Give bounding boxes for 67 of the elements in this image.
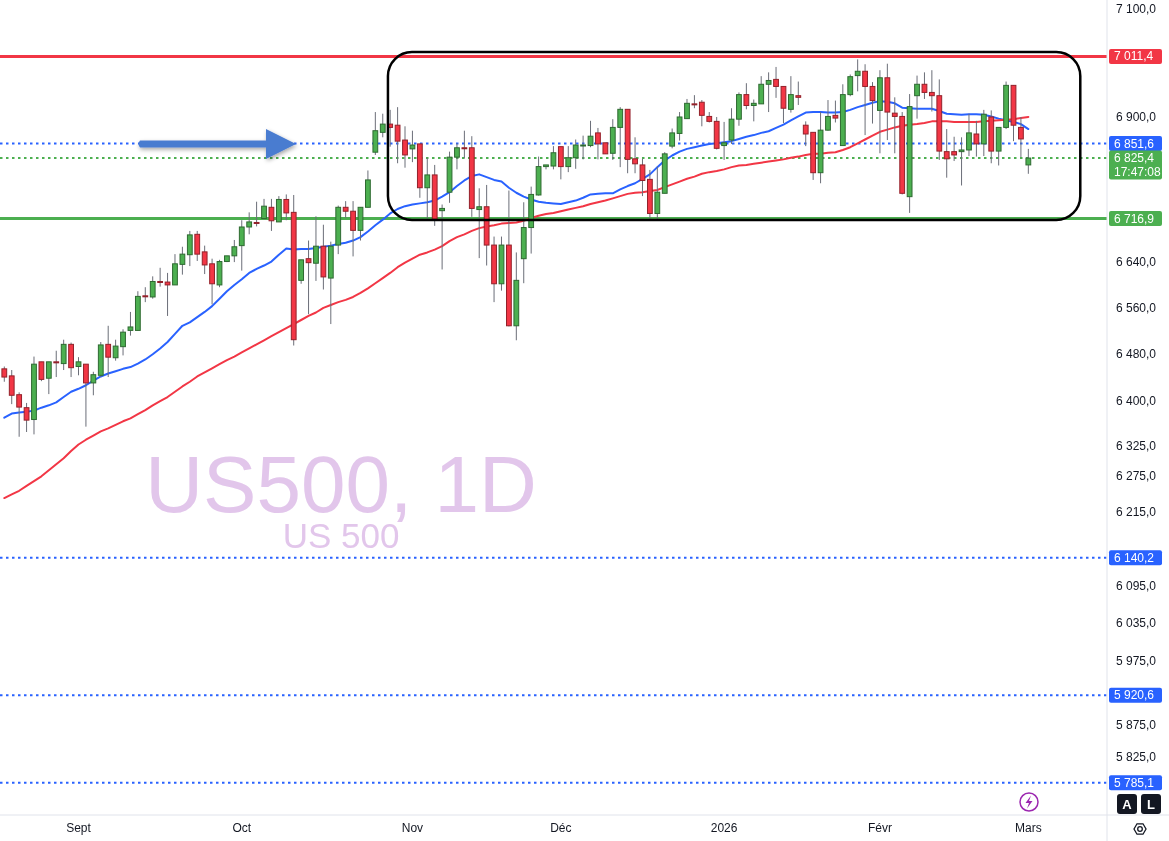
x-tick-label: Nov bbox=[401, 821, 424, 835]
x-tick-label: Oct bbox=[232, 821, 252, 835]
y-tick-label: 6 095,0 bbox=[1116, 578, 1157, 593]
candlestick bbox=[186, 230, 193, 267]
candlestick bbox=[253, 201, 260, 227]
y-tick-label: 5 825,0 bbox=[1116, 749, 1157, 764]
x-tick-label: Déc bbox=[550, 821, 572, 835]
candlestick bbox=[854, 58, 861, 92]
candlestick bbox=[921, 71, 928, 100]
ref-line-label: 5 920,6 bbox=[1114, 688, 1155, 703]
candlestick bbox=[973, 120, 980, 158]
y-tick-label: 6 640,0 bbox=[1116, 255, 1157, 270]
ref-line-label: 6 140,2 bbox=[1114, 550, 1155, 565]
y-tick-label: 6 325,0 bbox=[1116, 438, 1157, 453]
candlestick bbox=[149, 275, 156, 300]
candlestick bbox=[379, 113, 386, 138]
x-tick-label: Févr bbox=[867, 821, 892, 835]
x-tick-label: Sept bbox=[66, 821, 92, 835]
candlestick bbox=[268, 198, 275, 232]
candlestick bbox=[787, 75, 794, 114]
candlestick bbox=[557, 146, 564, 180]
candlestick bbox=[669, 128, 676, 149]
candlestick bbox=[795, 81, 802, 106]
candlestick bbox=[305, 240, 312, 315]
candlestick bbox=[914, 75, 920, 120]
y-tick-label: 6 215,0 bbox=[1116, 504, 1157, 519]
candlestick bbox=[38, 361, 45, 382]
candlestick bbox=[60, 339, 67, 371]
candlestick bbox=[23, 402, 30, 433]
text: 17:47:08 bbox=[1114, 165, 1162, 180]
y-tick-label: 6 275,0 bbox=[1116, 468, 1157, 483]
candlestick bbox=[743, 82, 750, 110]
ref-line-label: 6 716,9 bbox=[1114, 211, 1155, 226]
y-tick-label: 6 480,0 bbox=[1116, 347, 1157, 362]
candlestick bbox=[164, 272, 171, 317]
candlestick bbox=[157, 267, 164, 288]
candlestick bbox=[75, 356, 82, 376]
candlestick bbox=[698, 99, 705, 127]
candlestick bbox=[68, 342, 74, 378]
text: A bbox=[1122, 796, 1133, 812]
ref-line-label: 5 785,1 bbox=[1114, 775, 1155, 790]
ref-line-label: 6 851,6 bbox=[1114, 136, 1155, 151]
candlestick bbox=[105, 325, 112, 378]
candlestick bbox=[194, 230, 201, 262]
candlestick bbox=[53, 350, 60, 378]
y-tick-label: 5 975,0 bbox=[1116, 653, 1157, 668]
text: L bbox=[1147, 796, 1156, 812]
candlestick bbox=[832, 100, 839, 123]
y-tick-label: 6 035,0 bbox=[1116, 616, 1157, 631]
ref-line-label: 6 825,4 bbox=[1114, 151, 1155, 166]
candlestick bbox=[127, 311, 134, 337]
ref-line-label: 7 011,4 bbox=[1114, 49, 1154, 64]
y-tick-label: 7 100,0 bbox=[1116, 2, 1157, 17]
candlestick bbox=[461, 130, 468, 159]
x-tick-label: Mars bbox=[1015, 821, 1042, 835]
y-tick-label: 5 875,0 bbox=[1116, 717, 1157, 732]
candlestick bbox=[765, 71, 772, 113]
candlestick bbox=[298, 259, 305, 285]
candlestick bbox=[372, 111, 379, 156]
y-tick-label: 6 900,0 bbox=[1116, 109, 1157, 124]
x-tick-label: 2026 bbox=[710, 821, 738, 835]
y-tick-label: 6 400,0 bbox=[1116, 394, 1157, 409]
candlestick bbox=[83, 363, 89, 428]
candlestick bbox=[283, 193, 290, 221]
candlestick bbox=[45, 361, 52, 395]
y-tick-label: 6 560,0 bbox=[1116, 300, 1157, 315]
candlestick bbox=[90, 371, 97, 396]
